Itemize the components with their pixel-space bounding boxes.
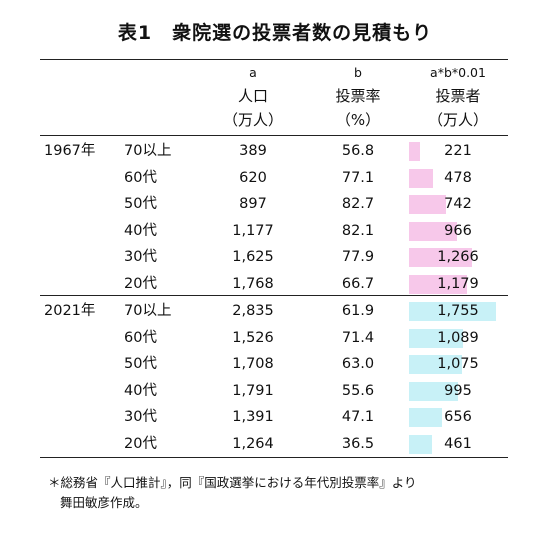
col-b-unit: （%） xyxy=(335,111,381,129)
age-label: 40代 xyxy=(124,382,157,399)
table-title: 表1 衆院選の投票者数の見積もり xyxy=(117,22,433,44)
voters-value: 1,266 xyxy=(437,249,479,265)
col-b-name: 投票率 xyxy=(335,87,381,105)
col-c-letter: a*b*0.01 xyxy=(430,65,486,80)
turnout-value: 63.0 xyxy=(341,356,375,372)
col-b-letter: b xyxy=(354,65,362,80)
age-label: 20代 xyxy=(124,435,157,452)
population-value: 1,768 xyxy=(232,275,274,292)
population-value: 1,708 xyxy=(232,356,274,372)
voters-bar xyxy=(409,355,462,374)
voters-bar xyxy=(409,195,446,214)
turnout-value: 61.9 xyxy=(341,303,375,319)
age-label: 40代 xyxy=(124,222,157,239)
age-label: 50代 xyxy=(124,196,157,212)
age-label: 20代 xyxy=(124,275,157,292)
voters-bar xyxy=(409,221,457,241)
age-label: 70以上 xyxy=(124,143,172,159)
voters-bar xyxy=(409,142,420,161)
voters-bar xyxy=(409,408,442,427)
age-label: 30代 xyxy=(124,249,157,265)
voters-value: 1,089 xyxy=(437,329,479,346)
source-note: ＊総務省『人口推計』，同『国政選挙における年代別投票率』より xyxy=(48,475,417,490)
turnout-value: 66.7 xyxy=(341,275,375,292)
year-label: 1967年 xyxy=(44,143,96,159)
turnout-value: 56.8 xyxy=(341,143,375,159)
voters-value: 995 xyxy=(444,382,472,399)
turnout-value: 82.1 xyxy=(341,222,375,239)
voters-value: 742 xyxy=(444,196,472,212)
voters-value: 1,755 xyxy=(437,303,479,319)
bottom-rule xyxy=(40,457,508,458)
turnout-value: 71.4 xyxy=(341,329,375,346)
age-label: 50代 xyxy=(124,356,157,372)
voters-value: 478 xyxy=(444,169,472,186)
col-a-unit: （万人） xyxy=(222,111,283,129)
turnout-value: 36.5 xyxy=(341,435,375,452)
voters-value: 966 xyxy=(444,222,472,239)
voters-value: 656 xyxy=(444,409,472,425)
voters-bar xyxy=(409,381,458,401)
age-label: 30代 xyxy=(124,409,157,425)
turnout-value: 55.6 xyxy=(341,382,375,399)
population-value: 620 xyxy=(239,169,267,186)
population-value: 1,264 xyxy=(232,435,274,452)
top-rule xyxy=(40,59,508,60)
voters-bar xyxy=(409,168,433,188)
col-c-unit: （万人） xyxy=(427,111,488,129)
age-label: 60代 xyxy=(124,169,157,186)
header-rule xyxy=(40,135,508,136)
voters-bar xyxy=(409,274,467,294)
population-value: 1,391 xyxy=(232,409,274,425)
col-a-letter: a xyxy=(249,65,257,80)
population-value: 1,791 xyxy=(232,382,274,399)
population-value: 1,526 xyxy=(232,329,274,346)
population-value: 2,835 xyxy=(232,303,274,319)
group-divider-rule xyxy=(40,295,508,296)
turnout-value: 82.7 xyxy=(341,196,375,212)
voters-value: 1,179 xyxy=(437,275,479,292)
turnout-value: 77.9 xyxy=(341,249,375,265)
turnout-value: 47.1 xyxy=(341,409,375,425)
voters-bar xyxy=(409,302,496,321)
voters-value: 1,075 xyxy=(437,356,479,372)
voters-value: 221 xyxy=(444,143,472,159)
voters-value: 461 xyxy=(444,435,472,452)
voters-bar xyxy=(409,328,463,348)
population-value: 1,625 xyxy=(232,249,274,265)
col-c-name: 投票者 xyxy=(435,87,481,105)
col-a-name: 人口 xyxy=(237,87,268,105)
voters-bar xyxy=(409,248,472,267)
population-value: 389 xyxy=(239,143,267,159)
age-label: 60代 xyxy=(124,329,157,346)
year-label: 2021年 xyxy=(44,303,96,319)
age-label: 70以上 xyxy=(124,303,172,319)
population-value: 1,177 xyxy=(232,222,274,239)
voters-bar xyxy=(409,434,432,454)
author-note: 舞田敏彦作成。 xyxy=(60,495,148,510)
population-value: 897 xyxy=(239,196,267,212)
turnout-value: 77.1 xyxy=(341,169,375,186)
